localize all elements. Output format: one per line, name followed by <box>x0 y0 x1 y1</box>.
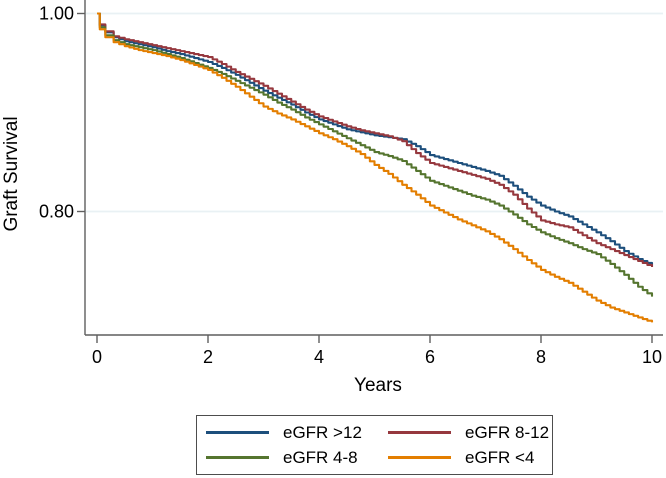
legend-label-egfr-8-12: eGFR 8-12 <box>465 422 550 442</box>
x-tick-label: 0 <box>92 347 102 367</box>
x-tick-label: 10 <box>642 347 662 367</box>
y-tick-label: 1.00 <box>39 4 74 24</box>
legend-label-egfr-4-8: eGFR 4-8 <box>283 447 358 467</box>
y-axis-title: Graft Survival <box>1 116 22 231</box>
legend: eGFR >12 eGFR 8-12 eGFR 4-8 eGFR <4 <box>196 415 553 475</box>
series-line-egfr-8-12 <box>97 12 654 267</box>
legend-item-egfr-4-8: eGFR 4-8 <box>206 445 388 470</box>
legend-label-egfr-lt4: eGFR <4 <box>465 447 535 467</box>
x-axis-title: Years <box>354 375 402 396</box>
series-line-egfr-4 <box>97 12 654 323</box>
x-tick-label: 8 <box>536 347 546 367</box>
legend-item-egfr-gt12: eGFR >12 <box>206 420 388 445</box>
series-line-egfr-4-8 <box>97 12 654 297</box>
legend-item-egfr-lt4: eGFR <4 <box>388 445 552 470</box>
x-tick-label: 2 <box>203 347 213 367</box>
legend-line-egfr-gt12-icon <box>206 431 269 434</box>
legend-item-egfr-8-12: eGFR 8-12 <box>388 420 552 445</box>
x-tick-label: 6 <box>425 347 435 367</box>
survival-chart: 1.00 0.80 0 2 4 6 8 10 Years Graft Survival <box>1 0 663 396</box>
x-tick-label: 4 <box>314 347 324 367</box>
legend-line-egfr-lt4-icon <box>388 456 451 459</box>
y-tick-label: 0.80 <box>39 202 74 222</box>
legend-line-egfr-8-12-icon <box>388 431 451 434</box>
legend-line-egfr-4-8-icon <box>206 456 269 459</box>
legend-label-egfr-gt12: eGFR >12 <box>283 422 362 442</box>
